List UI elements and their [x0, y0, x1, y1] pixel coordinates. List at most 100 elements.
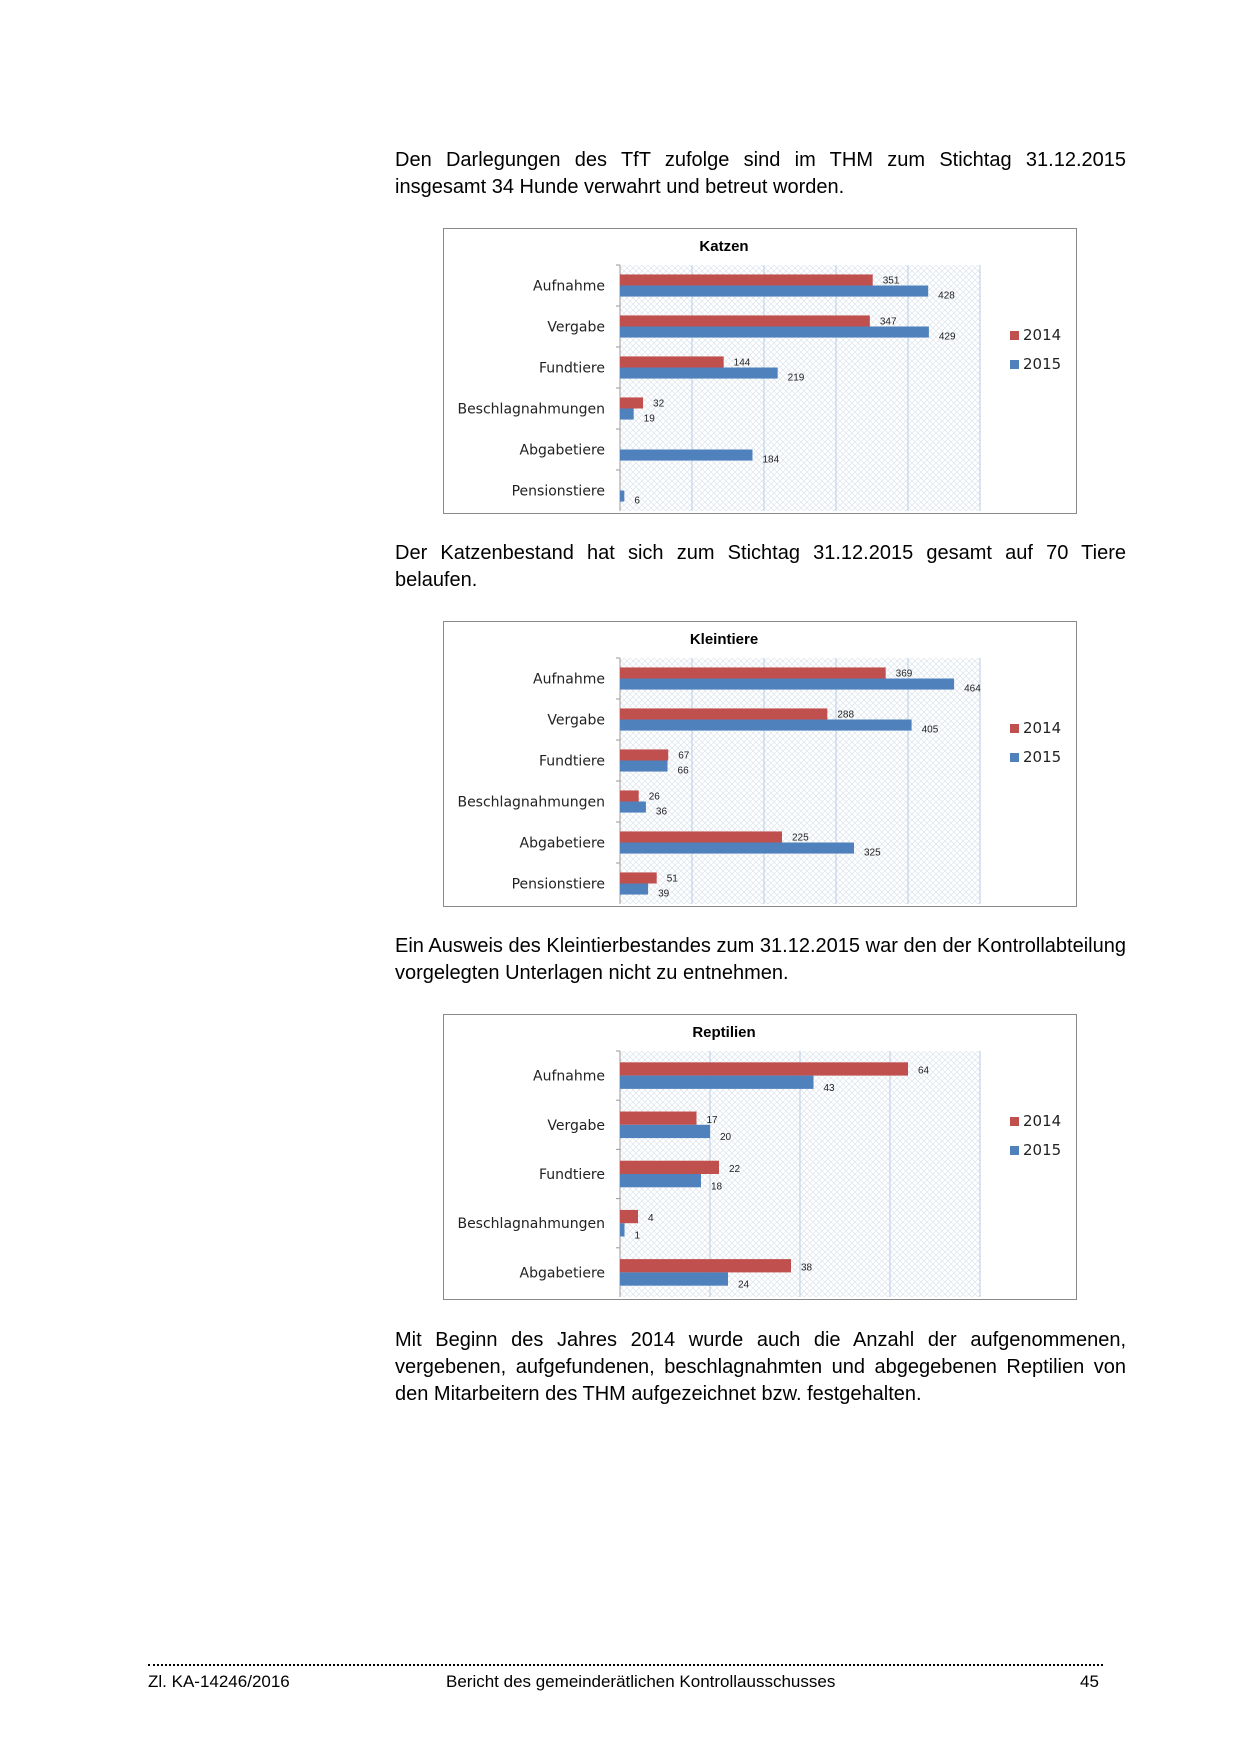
chart-svg: Kleintiere Aufnahme 369 464 Vergabe 288 405 Fun…: [457, 631, 1061, 904]
legend-label-2015: 2015: [1023, 1141, 1061, 1159]
paragraph-small-animals: Ein Ausweis des Kleintierbestandes zum 3…: [395, 935, 1126, 984]
category-label: Vergabe: [547, 1118, 605, 1134]
category-label: Vergabe: [547, 713, 605, 729]
bar-2015: [620, 408, 634, 420]
chart-reptilien: Reptilien Aufnahme 64 43 Vergabe 17 20 Fundtier…: [443, 1014, 1077, 1300]
bar-2015: [620, 1124, 710, 1139]
data-label: 225: [792, 833, 809, 844]
data-label: 18: [711, 1181, 723, 1192]
bar-2014: [620, 315, 870, 327]
data-label: 67: [678, 751, 690, 762]
bar-2015: [620, 719, 912, 731]
bar-2015: [620, 1272, 728, 1286]
category-label: Pensionstiere: [512, 484, 605, 500]
chart-katzen: Katzen Aufnahme 351 428 Vergabe 347 429 Fundtie…: [443, 228, 1077, 514]
bar-2014: [620, 790, 639, 802]
bar-2014: [620, 274, 873, 286]
chart-title: Kleintiere: [690, 631, 758, 648]
chart-title: Katzen: [699, 238, 748, 255]
data-label: 20: [720, 1132, 732, 1143]
legend-label-2014: 2014: [1023, 719, 1061, 737]
paragraph-cats: Der Katzenbestand hat sich zum Stichtag …: [395, 542, 1126, 591]
category-label: Beschlagnahmungen: [457, 1216, 605, 1232]
bar-2014: [620, 667, 886, 679]
data-label: 351: [883, 276, 900, 287]
legend-label-2015: 2015: [1023, 748, 1061, 766]
data-label: 347: [880, 317, 897, 328]
plot-area: [620, 658, 980, 904]
data-label: 144: [734, 358, 751, 369]
category-label: Beschlagnahmungen: [457, 402, 605, 418]
legend-label-2014: 2014: [1023, 326, 1061, 344]
bar-2015: [620, 367, 778, 379]
data-label: 17: [707, 1115, 719, 1126]
bar-2014: [620, 831, 782, 843]
data-label: 26: [649, 792, 661, 803]
legend-swatch-2014: [1010, 724, 1019, 733]
bar-2014: [620, 397, 644, 409]
footer-title: Bericht des gemeinderätlichen Kontrollau…: [446, 1672, 836, 1691]
data-label: 464: [964, 684, 981, 695]
bar-2014: [620, 749, 669, 761]
bar-2015: [620, 1223, 625, 1237]
bar-2015: [620, 842, 854, 854]
data-label: 51: [667, 874, 679, 885]
data-label: 369: [896, 669, 913, 680]
legend-label-2015: 2015: [1023, 355, 1061, 373]
footer-reference: Zl. KA-14246/2016: [148, 1672, 290, 1691]
data-label: 288: [837, 710, 854, 721]
footer-divider: [148, 1652, 1103, 1666]
data-label: 24: [738, 1280, 750, 1291]
data-label: 32: [653, 399, 665, 410]
data-label: 22: [729, 1164, 741, 1175]
page-number: 45: [1080, 1672, 1099, 1691]
bar-2015: [620, 883, 649, 895]
data-label: 38: [801, 1262, 813, 1273]
data-label: 1: [635, 1230, 641, 1241]
plot-area: [620, 265, 980, 511]
legend-swatch-2015: [1010, 753, 1019, 762]
legend-swatch-2015: [1010, 1146, 1019, 1155]
category-label: Vergabe: [547, 320, 605, 336]
data-label: 219: [788, 373, 805, 384]
data-label: 36: [656, 807, 668, 818]
paragraph-reptiles: Mit Beginn des Jahres 2014 wurde auch di…: [395, 1329, 1126, 1405]
bar-2015: [620, 326, 929, 338]
category-label: Fundtiere: [539, 361, 605, 377]
legend-swatch-2014: [1010, 331, 1019, 340]
bar-2015: [620, 678, 955, 690]
bar-2014: [620, 356, 724, 368]
legend-swatch-2014: [1010, 1117, 1019, 1126]
legend-label-2014: 2014: [1023, 1112, 1061, 1130]
bar-2014: [620, 708, 828, 720]
bar-2014: [620, 872, 657, 884]
bar-2014: [620, 1259, 791, 1273]
bar-2015: [620, 1075, 814, 1089]
category-label: Aufnahme: [533, 1069, 605, 1085]
category-label: Abgabetiere: [520, 836, 605, 852]
category-label: Beschlagnahmungen: [457, 795, 605, 811]
data-label: 405: [922, 725, 939, 736]
legend-swatch-2015: [1010, 360, 1019, 369]
data-label: 39: [658, 889, 670, 900]
category-label: Fundtiere: [539, 754, 605, 770]
chart-svg: Katzen Aufnahme 351 428 Vergabe 347 429 Fundtie…: [457, 238, 1061, 511]
bar-2015: [620, 801, 646, 813]
bar-2014: [620, 1062, 908, 1076]
bar-2015: [620, 1174, 701, 1188]
data-label: 325: [864, 848, 881, 859]
category-label: Pensionstiere: [512, 877, 605, 893]
category-label: Aufnahme: [533, 672, 605, 688]
category-label: Aufnahme: [533, 279, 605, 295]
data-label: 19: [644, 414, 656, 425]
bar-2014: [620, 1160, 719, 1174]
chart-title: Reptilien: [692, 1024, 755, 1041]
bar-2015: [620, 490, 625, 502]
bar-2015: [620, 285, 929, 297]
paragraph-dogs: Den Darlegungen des TfT zufolge sind im …: [395, 149, 1126, 198]
data-label: 429: [939, 332, 956, 343]
bar-2015: [620, 449, 753, 461]
data-label: 43: [824, 1083, 836, 1094]
bar-2015: [620, 760, 668, 772]
